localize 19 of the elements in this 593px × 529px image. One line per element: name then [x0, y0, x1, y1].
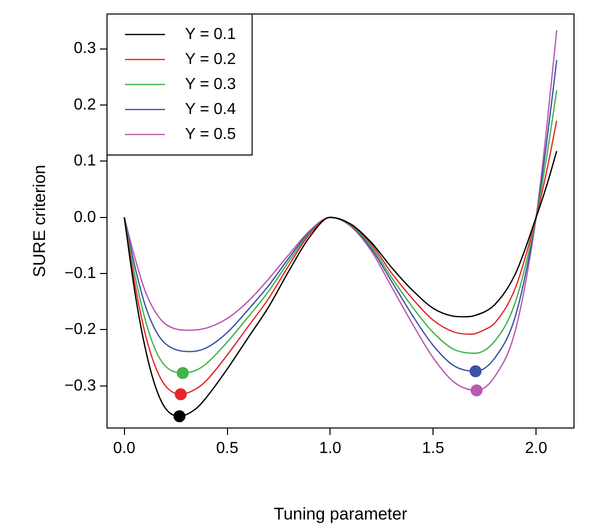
- y-tick-label: 0.0: [74, 208, 96, 226]
- y-tick-label: 0.1: [74, 152, 96, 170]
- y-tick-label: −0.1: [64, 264, 96, 282]
- x-tick-label: 0.0: [113, 440, 136, 458]
- x-tick-label: 1.0: [319, 440, 342, 458]
- x-axis-title: Tuning parameter: [274, 504, 408, 524]
- legend-label: Y = 0.4: [185, 100, 236, 118]
- y-tick-label: 0.2: [74, 96, 96, 114]
- x-tick-label: 0.5: [216, 440, 238, 458]
- x-tick-label: 1.5: [422, 440, 444, 458]
- y-axis-title: SURE criterion: [30, 164, 49, 278]
- legend-label: Y = 0.1: [185, 26, 236, 43]
- y-tick-label: −0.2: [64, 321, 96, 338]
- legend-label: Y = 0.3: [185, 76, 236, 93]
- x-tick-label: 2.0: [524, 440, 548, 458]
- legend-label: Y = 0.5: [185, 126, 236, 143]
- legend-label: Y = 0.2: [185, 50, 236, 68]
- y-tick-label: −0.3: [64, 377, 96, 394]
- y-tick-label: 0.3: [74, 40, 96, 58]
